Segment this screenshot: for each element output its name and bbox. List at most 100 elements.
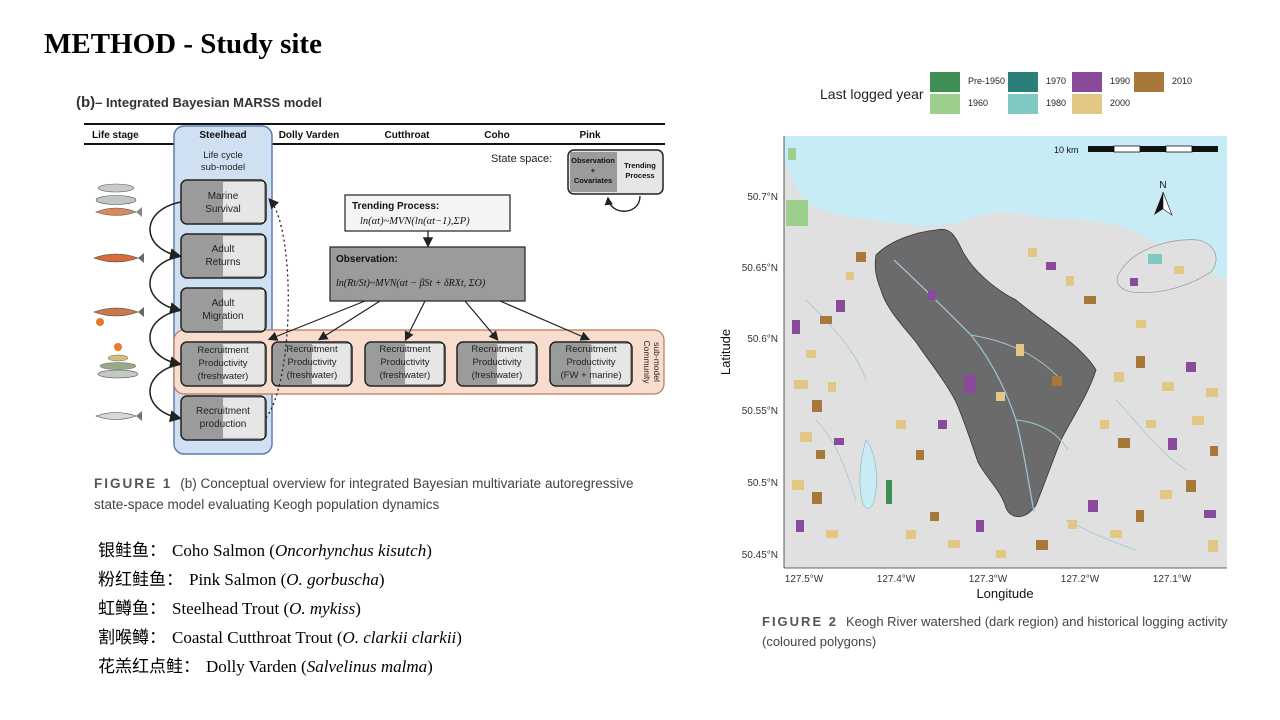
x-axis-title: Longitude [976, 586, 1033, 601]
community-label-2: sub-model [652, 342, 662, 382]
stage-box-adult-returns: Adult Returns [180, 233, 267, 279]
x-tick-label: 127.1°W [1153, 574, 1192, 585]
svg-text:ln(Rt/St)~MVN(αt − βSt + δRXt,: ln(Rt/St)~MVN(αt − βSt + δRXt, ΣO) [336, 278, 486, 289]
figure1-heading-text: – Integrated Bayesian MARSS model [95, 95, 322, 110]
svg-text:Recruitment: Recruitment [196, 406, 250, 417]
lifecycle-label-1: Life cycle [203, 150, 243, 161]
svg-text:Migration: Migration [202, 311, 243, 322]
svg-text:(freshwater): (freshwater) [198, 371, 249, 382]
svg-text:Productivity: Productivity [380, 357, 429, 368]
y-tick-label: 50.6°N [747, 334, 778, 345]
column-pink: Pink [579, 130, 601, 141]
svg-text:Adult: Adult [212, 298, 235, 309]
y-tick-label: 50.45°N [742, 550, 778, 561]
column-life-stage: Life stage [92, 130, 139, 141]
svg-text:Recruitment: Recruitment [565, 344, 617, 355]
legend-swatch [1008, 72, 1038, 92]
y-tick-label: 50.7°N [747, 192, 778, 203]
svg-text:(FW + marine): (FW + marine) [561, 370, 622, 381]
svg-text:Recruitment: Recruitment [197, 345, 249, 356]
species-item-dolly-varden: 花羔红点鲑： Dolly Varden (Salvelinus malma) [98, 657, 433, 676]
keogh-watershed-map: 10 km N 50.7°N 50.65°N 50.6°N 50.55°N 50… [718, 136, 1227, 601]
svg-text:Trending Process:: Trending Process: [352, 201, 439, 212]
svg-text:Recruitment: Recruitment [471, 344, 523, 355]
legend-swatch [1072, 72, 1102, 92]
community-box-cutthroat: Recruitment Productivity (freshwater) [364, 341, 446, 387]
figure1-heading: (b)– Integrated Bayesian MARSS model [76, 94, 322, 111]
svg-text:+: + [591, 166, 596, 175]
fish-icon [95, 183, 142, 217]
x-tick-label: 127.3°W [969, 574, 1008, 585]
species-item-coho: 银鲑鱼： Coho Salmon (Oncorhynchus kisutch) [98, 541, 432, 560]
fish-icon [95, 411, 142, 421]
figure1-caption-line2: state-space model evaluating Keogh popul… [94, 497, 440, 512]
figure2-caption-line2: (coloured polygons) [762, 634, 877, 649]
svg-text:Observation:: Observation: [336, 254, 398, 265]
svg-text:(freshwater): (freshwater) [287, 370, 338, 381]
stage-box-recruitment-productivity: Recruitment Productivity (freshwater) [180, 341, 267, 387]
y-tick-label: 50.55°N [742, 406, 778, 417]
svg-text:Productivity: Productivity [198, 358, 247, 369]
y-tick-label: 50.65°N [742, 263, 778, 274]
map-panel: 10 km N [784, 136, 1227, 568]
column-coho: Coho [484, 130, 510, 141]
stage-box-adult-migration: Adult Migration [180, 287, 267, 333]
lifecycle-label-2: sub-model [201, 162, 245, 173]
fish-icon [93, 307, 144, 326]
figure2-caption: FIGURE 2 Keogh River watershed (dark regi… [762, 612, 1262, 652]
x-tick-label: 127.4°W [877, 574, 916, 585]
species-item-cutthroat: 割喉鳟： Coastal Cutthroat Trout (O. clarkii … [98, 628, 462, 647]
svg-text:Productivity: Productivity [566, 357, 615, 368]
svg-text:Process: Process [625, 171, 654, 180]
column-dolly-varden: Dolly Varden [279, 130, 340, 141]
fish-icon [93, 253, 144, 263]
figure2-caption-line1: Keogh River watershed (dark region) and … [845, 614, 1228, 629]
svg-text:Productivity: Productivity [472, 357, 521, 368]
stage-box-marine-survival: Marine Survival [180, 179, 267, 225]
svg-text:(freshwater): (freshwater) [472, 370, 523, 381]
legend-swatch [930, 72, 960, 92]
svg-text:Covariates: Covariates [574, 176, 612, 185]
community-box-coho: Recruitment Productivity (freshwater) [456, 341, 538, 387]
stage-box-recruitment-production: Recruitment production [180, 395, 267, 441]
fish-icon [97, 343, 139, 379]
state-space-observation-box: Observation + Covariates Trending Proces… [567, 149, 664, 195]
state-space-label: State space: [491, 153, 552, 165]
species-list: 银鲑鱼： Coho Salmon (Oncorhynchus kisutch) 粉… [98, 536, 462, 681]
svg-text:Adult: Adult [212, 244, 235, 255]
legend-swatch [1134, 72, 1164, 92]
community-label-1: Community [642, 341, 652, 385]
svg-text:Recruitment: Recruitment [379, 344, 431, 355]
svg-text:Survival: Survival [205, 204, 241, 215]
species-item-pink: 粉红鲑鱼： Pink Salmon (O. gorbuscha) [98, 570, 385, 589]
legend-title: Last logged year [820, 86, 924, 102]
community-box-pink: Recruitment Productivity (FW + marine) [549, 341, 633, 387]
figure1-caption: FIGURE 1 (b) Conceptual overview for inte… [94, 473, 694, 515]
svg-text:Recruitment: Recruitment [286, 344, 338, 355]
legend-swatch [930, 94, 960, 114]
figure1-diagram: Life stage Steelhead Dolly Varden Cutthr… [84, 123, 665, 455]
figure1-panel-letter: (b) [76, 94, 96, 111]
logging-polygons [786, 148, 1218, 558]
figure2-caption-label: FIGURE 2 [762, 614, 838, 629]
svg-text:10 km: 10 km [1054, 145, 1079, 155]
column-steelhead: Steelhead [199, 130, 246, 141]
svg-text:production: production [200, 419, 247, 430]
slide-title: METHOD - Study site [44, 28, 322, 60]
x-tick-label: 127.2°W [1061, 574, 1100, 585]
svg-text:Trending: Trending [624, 161, 656, 170]
trending-process-box: Trending Process: ln(αt)~MVN(ln(αt−1),ΣP… [344, 194, 511, 232]
figure1-caption-line1: (b) Conceptual overview for integrated B… [180, 476, 634, 491]
figure1-caption-label: FIGURE 1 [94, 476, 173, 491]
svg-text:Returns: Returns [205, 257, 240, 268]
observation-box: Observation: ln(Rt/St)~MVN(αt − βSt + δR… [329, 246, 526, 302]
svg-text:N: N [1159, 180, 1166, 191]
svg-text:(freshwater): (freshwater) [380, 370, 431, 381]
y-axis-title: Latitude [718, 329, 733, 375]
community-box-dolly-varden: Recruitment Productivity (freshwater) [271, 341, 353, 387]
legend-swatch [1008, 94, 1038, 114]
scale-bar: 10 km [1054, 145, 1218, 155]
svg-text:Productivity: Productivity [287, 357, 336, 368]
north-arrow-icon: N [1154, 180, 1173, 216]
keogh-watershed [874, 228, 1097, 518]
